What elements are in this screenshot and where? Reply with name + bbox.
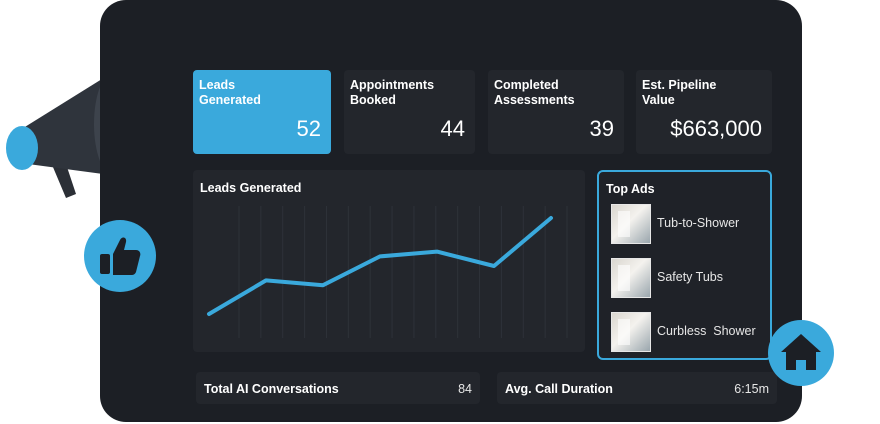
ad-item[interactable]: Safety Tubs (611, 258, 771, 298)
ad-label: Curbless Shower (657, 324, 756, 338)
kpi-card-pipeline[interactable]: Est. Pipeline Value $663,000 (636, 70, 772, 154)
stat-label: Total AI Conversations (204, 382, 339, 396)
stat-label: Avg. Call Duration (505, 382, 613, 396)
chart-title: Leads Generated (200, 181, 302, 195)
leads-series-line (207, 216, 553, 316)
kpi-value: 52 (296, 116, 321, 141)
kpi-label: Completed Assessments (494, 78, 575, 107)
dashboard-panel: Leads Generated 52 Appointments Booked 4… (100, 0, 802, 422)
leads-chart-card: Leads Generated (193, 170, 585, 352)
leads-line-chart (207, 206, 568, 338)
kpi-card-leads[interactable]: Leads Generated 52 (193, 70, 331, 154)
ad-thumbnail (611, 312, 651, 352)
kpi-card-assessments[interactable]: Completed Assessments 39 (488, 70, 624, 154)
kpi-value: 44 (440, 116, 465, 141)
stat-value: 84 (458, 382, 472, 396)
ad-thumbnail (611, 204, 651, 244)
ad-label: Tub-to-Shower (657, 216, 740, 230)
top-ads-card: Top Ads Tub-to-Shower Safety Tubs Curble… (597, 170, 772, 360)
kpi-label: Leads Generated (199, 78, 261, 107)
ad-item[interactable]: Tub-to-Shower (611, 204, 771, 244)
kpi-card-appointments[interactable]: Appointments Booked 44 (344, 70, 475, 154)
ad-thumbnail (611, 258, 651, 298)
kpi-label: Est. Pipeline Value (642, 78, 717, 107)
kpi-label: Appointments Booked (350, 78, 435, 107)
kpi-value: 39 (589, 116, 614, 141)
kpi-value: $663,000 (670, 116, 762, 141)
thumbs-up-icon (84, 220, 156, 292)
top-ads-title: Top Ads (606, 182, 655, 196)
ai-conversations-stat: Total AI Conversations 84 (196, 372, 480, 404)
stat-value: 6:15m (734, 382, 769, 396)
ad-item[interactable]: Curbless Shower (611, 312, 771, 352)
call-duration-stat: Avg. Call Duration 6:15m (497, 372, 777, 404)
ad-label: Safety Tubs (657, 270, 724, 284)
home-icon (768, 320, 834, 386)
